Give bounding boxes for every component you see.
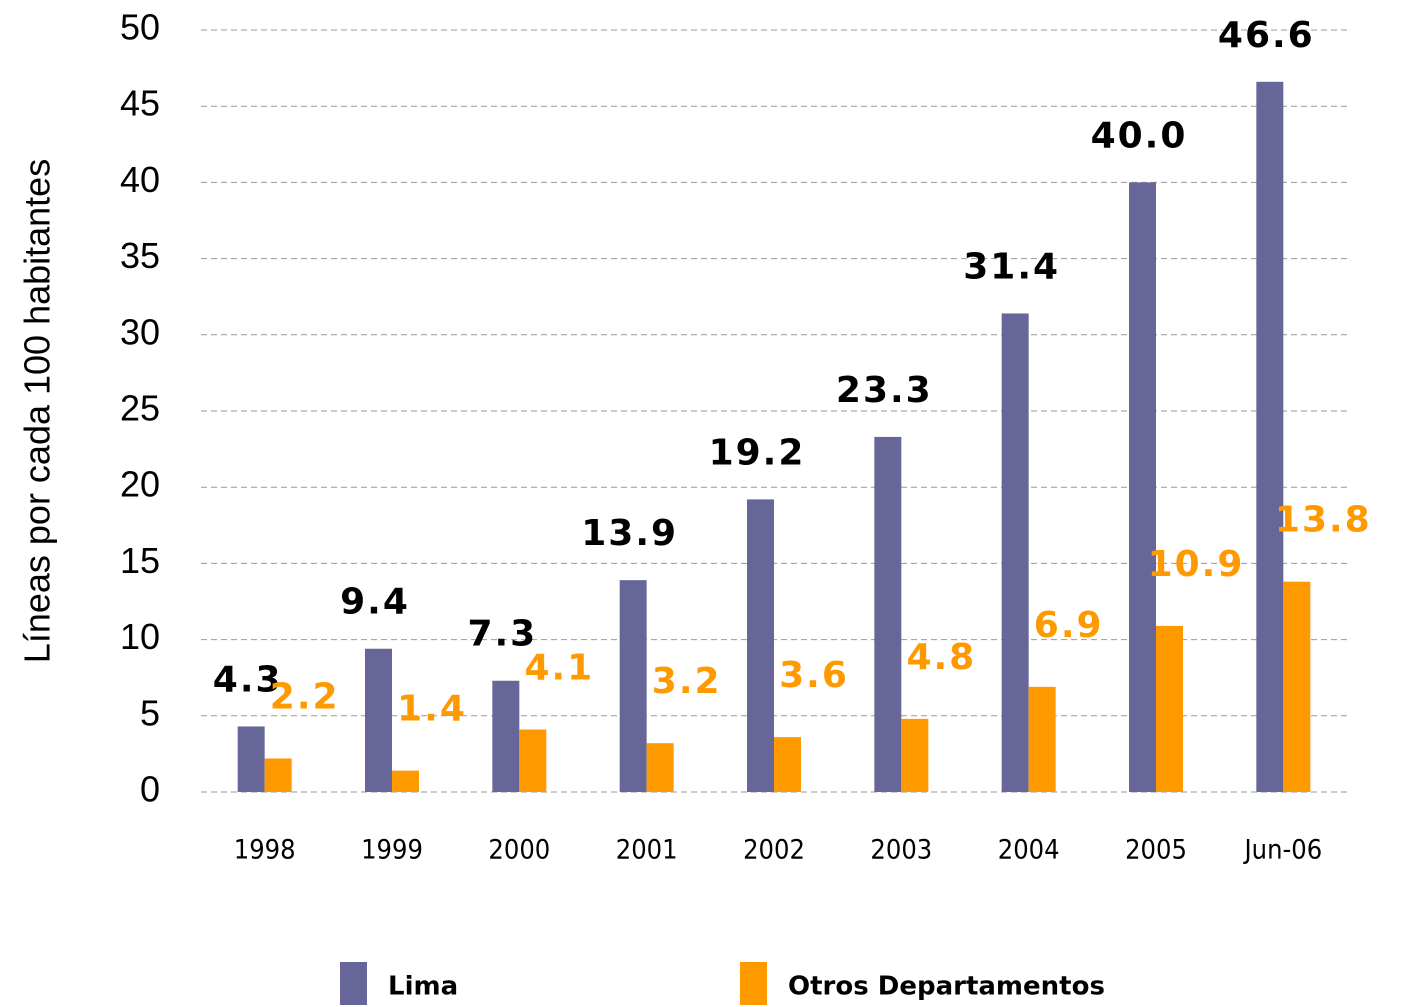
value-label: 13.9: [581, 513, 678, 554]
x-tick-label: 2002: [743, 835, 805, 866]
value-label: 9.4: [340, 582, 410, 623]
value-label: 4.8: [906, 637, 976, 678]
x-tick-label: 2001: [616, 835, 678, 866]
y-tick-label: 10: [120, 616, 160, 657]
bar: [492, 680, 520, 792]
value-label: 6.9: [1034, 605, 1104, 646]
bar: [774, 737, 801, 792]
bar: [1129, 182, 1156, 792]
value-label: 46.6: [1218, 15, 1315, 56]
y-tick-label: 30: [120, 311, 160, 352]
y-tick-label: 5: [140, 692, 160, 733]
value-label: 3.6: [779, 655, 849, 696]
value-label: 13.8: [1275, 500, 1372, 541]
x-tick-label: 2005: [1125, 835, 1187, 866]
x-tick-label: 1999: [361, 835, 423, 866]
bar: [874, 436, 902, 792]
value-label: 4.3: [213, 659, 283, 700]
bar: [237, 726, 265, 792]
legend-label: Otros Departamentos: [788, 972, 1105, 1002]
x-tick-label: 2004: [998, 835, 1060, 866]
bar: [619, 580, 647, 792]
bar: [1283, 581, 1311, 792]
y-axis-label: Líneas por cada 100 habitantes: [17, 159, 58, 663]
value-label: 31.4: [963, 246, 1060, 287]
bar: [365, 648, 392, 792]
bar: [519, 729, 547, 792]
value-label: 1.4: [397, 689, 467, 730]
value-label: 2.2: [270, 676, 340, 717]
value-label: 4.1: [524, 648, 594, 689]
y-tick-label: 25: [120, 388, 160, 429]
bar: [264, 758, 292, 792]
bar: [646, 743, 674, 792]
bar: [1156, 625, 1183, 792]
y-tick-label: 20: [120, 464, 160, 505]
x-tick-label: Jun-06: [1243, 835, 1323, 866]
y-tick-label: 45: [120, 83, 160, 124]
y-tick-label: 35: [120, 235, 160, 276]
value-label: 7.3: [467, 614, 537, 655]
bar: [392, 770, 419, 792]
bar: [1001, 313, 1029, 792]
bar: [1256, 81, 1284, 793]
y-tick-label: 15: [120, 540, 160, 581]
bar: [901, 718, 929, 792]
x-tick-label: 2000: [488, 835, 550, 866]
bar: [747, 499, 774, 792]
y-tick-label: 40: [120, 159, 160, 200]
y-tick-label: 0: [140, 769, 160, 810]
legend-swatch: [340, 962, 367, 1005]
bar: [1028, 686, 1056, 792]
value-label: 23.3: [836, 370, 933, 411]
legend-swatch: [740, 962, 767, 1005]
value-label: 19.2: [709, 432, 806, 473]
value-label: 3.2: [652, 661, 722, 702]
legend-label: Lima: [388, 972, 458, 1002]
value-label: 10.9: [1148, 544, 1245, 585]
x-tick-label: 2003: [870, 835, 932, 866]
value-label: 40.0: [1091, 115, 1188, 156]
x-tick-label: 1998: [234, 835, 296, 866]
y-tick-label: 50: [120, 7, 160, 48]
